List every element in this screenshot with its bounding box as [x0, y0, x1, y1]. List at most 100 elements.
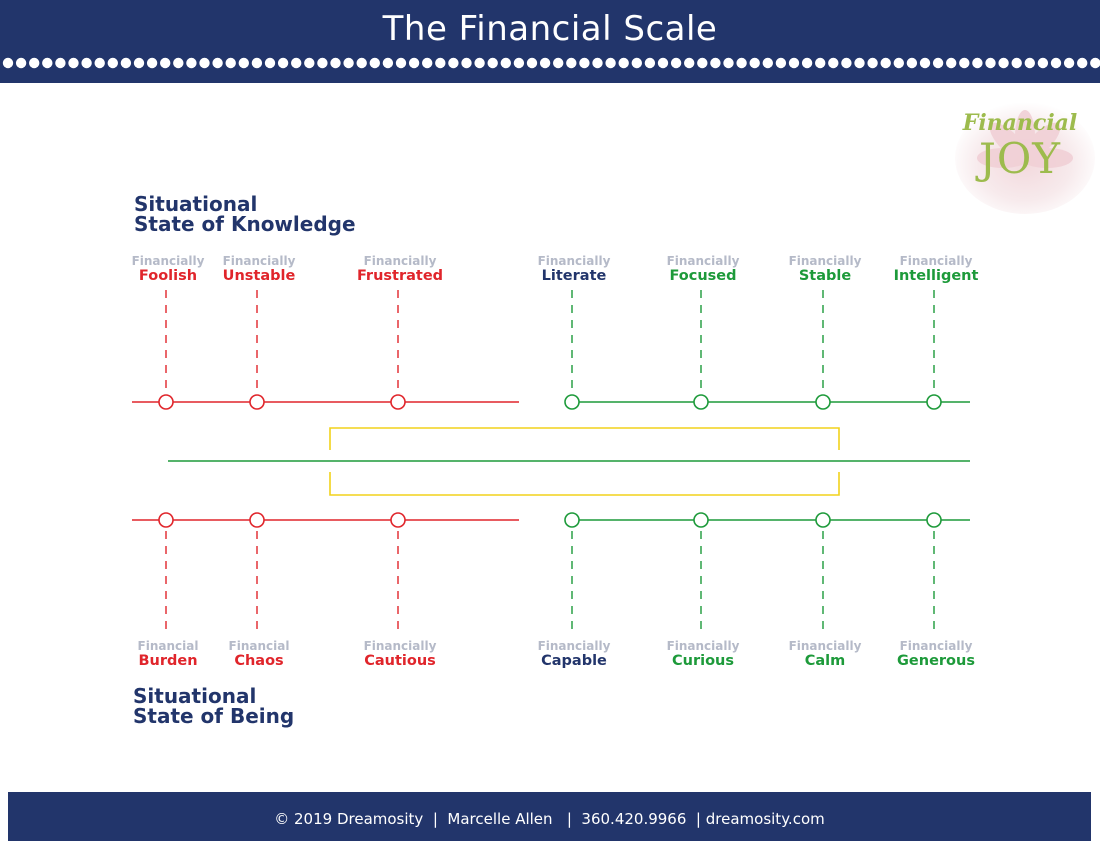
border-dot — [893, 57, 904, 69]
border-dot — [277, 57, 289, 69]
border-dot — [710, 57, 721, 69]
label-prefix: Financially — [363, 254, 437, 268]
border-dot — [304, 57, 315, 69]
border-dot — [500, 57, 511, 69]
border-dot — [880, 57, 891, 69]
bottom-label-chaos: Financial Chaos — [189, 639, 329, 670]
top-label-unstable: Financially Unstable — [189, 254, 329, 285]
border-dot — [422, 57, 433, 69]
border-dot — [605, 57, 616, 69]
border-dot — [723, 57, 734, 69]
border-dot — [539, 57, 551, 69]
label-prefix: Financial — [228, 639, 290, 653]
border-dot — [107, 57, 119, 69]
label-word: Foolish — [138, 268, 198, 284]
label-word: Intelligent — [893, 268, 979, 284]
label-word: Curious — [671, 653, 734, 669]
bottom-section-line2: State of Being — [133, 704, 295, 728]
top-node-stable — [815, 394, 831, 410]
border-dot — [68, 57, 79, 69]
border-dot — [291, 57, 302, 69]
label-word: Burden — [138, 653, 198, 669]
label-word: Calm — [804, 653, 846, 669]
bottom-label-curious: Financially Curious — [633, 639, 773, 670]
bottom-node-calm — [815, 512, 831, 528]
top-label-focused: Financially Focused — [633, 254, 773, 285]
top-node-literate — [564, 394, 580, 410]
border-dot — [788, 57, 800, 69]
border-dot — [251, 57, 263, 69]
border-dot — [225, 57, 236, 69]
bottom-label-burden: Financial Burden — [98, 639, 238, 670]
label-prefix: Financially — [788, 639, 862, 653]
border-dot — [435, 57, 446, 69]
label-word: Cautious — [364, 653, 436, 669]
border-dot — [474, 57, 485, 69]
border-dot — [906, 57, 918, 69]
border-dot — [317, 57, 328, 69]
border-dot — [199, 57, 210, 69]
logo: Financial JOY — [950, 96, 1095, 216]
label-prefix: Financially — [222, 254, 296, 268]
border-dot — [42, 57, 53, 69]
border-dot — [408, 57, 420, 69]
border-dot — [1037, 57, 1049, 69]
label-word: Frustrated — [356, 268, 444, 284]
page-title: The Financial Scale — [382, 9, 718, 49]
bottom-node-capable — [564, 512, 580, 528]
border-dot — [775, 57, 787, 69]
top-label-literate: Financially Literate — [504, 254, 644, 285]
border-dot — [631, 57, 642, 69]
border-dot — [959, 57, 970, 69]
label-word: Capable — [541, 653, 607, 669]
border-dot — [55, 57, 66, 69]
label-prefix: Financially — [666, 639, 740, 653]
border-dot — [29, 57, 40, 69]
border-dot — [919, 57, 931, 69]
top-node-foolish — [158, 394, 174, 410]
upper-bracket — [329, 427, 840, 450]
border-dot — [513, 57, 525, 69]
bottom-label-generous: Financially Generous — [866, 639, 1006, 670]
label-word: Stable — [798, 268, 852, 284]
bottom-label-cautious: Financially Cautious — [330, 639, 470, 670]
bottom-node-cautious — [390, 512, 406, 528]
border-dot — [1011, 57, 1022, 69]
border-dot — [828, 57, 839, 69]
label-prefix: Financially — [537, 254, 611, 268]
border-dot — [1024, 57, 1036, 69]
bottom-node-burden — [158, 512, 174, 528]
border-dot — [657, 57, 669, 69]
border-dot — [526, 57, 538, 69]
top-label-stable: Financially Stable — [755, 254, 895, 285]
border-dot — [841, 57, 852, 69]
label-prefix: Financial — [137, 639, 199, 653]
border-dot — [94, 57, 105, 69]
border-dot — [395, 57, 407, 69]
border-dot — [985, 57, 996, 69]
bottom-node-chaos — [249, 512, 265, 528]
border-dot — [1063, 57, 1075, 69]
top-node-frustrated — [390, 394, 406, 410]
top-node-focused — [693, 394, 709, 410]
label-word: Generous — [897, 653, 975, 669]
label-prefix: Financially — [131, 254, 205, 268]
border-dot — [186, 57, 197, 69]
top-label-intelligent: Financially Intelligent — [866, 254, 1006, 285]
border-dot — [946, 57, 957, 69]
border-dot — [146, 57, 158, 69]
logo-word-joy: JOY — [979, 134, 1061, 183]
border-dot — [1050, 57, 1062, 69]
top-section-line1: Situational — [134, 192, 258, 216]
border-dot — [264, 57, 276, 69]
border-dot — [684, 57, 695, 69]
border-dot — [697, 57, 708, 69]
top-label-foolish: Financially Foolish — [98, 254, 238, 285]
bottom-section-line1: Situational — [133, 684, 257, 708]
border-dot — [998, 57, 1009, 69]
border-dot — [566, 57, 577, 69]
border-dot — [815, 57, 826, 69]
top-section-line2: State of Knowledge — [134, 212, 356, 236]
border-dot — [369, 57, 380, 69]
flower-icon — [955, 102, 1095, 214]
